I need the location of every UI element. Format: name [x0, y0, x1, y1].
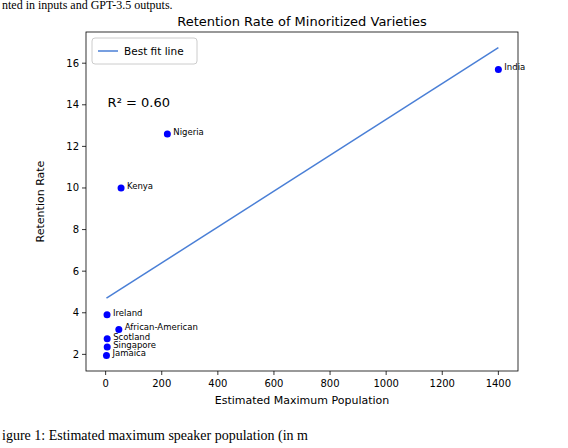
y-tick-label: 8 — [73, 224, 79, 235]
point-label: Nigeria — [173, 127, 203, 137]
x-tick-label: 200 — [152, 378, 171, 389]
legend-swatch — [98, 50, 118, 52]
x-tick-label: 1000 — [373, 378, 398, 389]
y-tick-label: 4 — [73, 307, 79, 318]
point-label: Jamaica — [111, 348, 145, 358]
plot-area — [103, 48, 502, 359]
y-tick-label: 12 — [66, 141, 79, 152]
chart: nted in inputs and GPT-3.5 outputs. igure… — [0, 0, 568, 448]
x-tick-label: 400 — [208, 378, 227, 389]
fit-line — [106, 48, 498, 299]
x-tick — [498, 371, 499, 375]
legend — [92, 38, 197, 64]
x-tick — [105, 371, 106, 375]
y-tick — [82, 104, 86, 105]
point-label: India — [504, 62, 525, 72]
x-tick — [273, 371, 274, 375]
x-tick-label: 800 — [321, 378, 340, 389]
x-tick — [217, 371, 218, 375]
plot-frame — [86, 32, 518, 371]
y-tick-label: 16 — [66, 58, 79, 69]
x-tick — [386, 371, 387, 375]
y-axis-label: Retention Rate — [34, 160, 47, 242]
x-tick-label: 1400 — [486, 378, 511, 389]
title: Retention Rate of Minoritized Varieties — [177, 14, 427, 29]
y-tick-label: 14 — [66, 99, 79, 110]
annotation: R² = 0.60 — [108, 95, 170, 110]
point — [104, 311, 111, 318]
x-tick — [330, 371, 331, 375]
y-tick-label: 2 — [73, 349, 79, 360]
point — [104, 335, 111, 342]
point — [103, 352, 110, 359]
y-tick — [82, 187, 86, 188]
y-tick — [82, 271, 86, 272]
x-tick — [161, 371, 162, 375]
point — [164, 130, 171, 137]
point-label: Ireland — [113, 308, 142, 318]
point — [495, 66, 502, 73]
caption-fragment: nted in inputs and GPT-3.5 outputs. — [2, 0, 173, 12]
point — [104, 344, 111, 351]
y-tick-label: 6 — [73, 266, 79, 277]
x-tick-label: 600 — [264, 378, 283, 389]
x-tick-label: 0 — [102, 378, 108, 389]
y-tick — [82, 63, 86, 64]
y-tick-label: 10 — [66, 182, 79, 193]
x-axis-label: Estimated Maximum Population — [215, 394, 390, 407]
legend-label: Best fit line — [124, 45, 184, 57]
y-tick — [82, 312, 86, 313]
y-tick — [82, 354, 86, 355]
y-tick — [82, 229, 86, 230]
x-tick — [442, 371, 443, 375]
point-label: Kenya — [127, 181, 153, 191]
caption-fragment: igure 1: Estimated maximum speaker popul… — [2, 428, 308, 444]
y-tick — [82, 146, 86, 147]
point — [118, 184, 125, 191]
x-tick-label: 1200 — [430, 378, 455, 389]
